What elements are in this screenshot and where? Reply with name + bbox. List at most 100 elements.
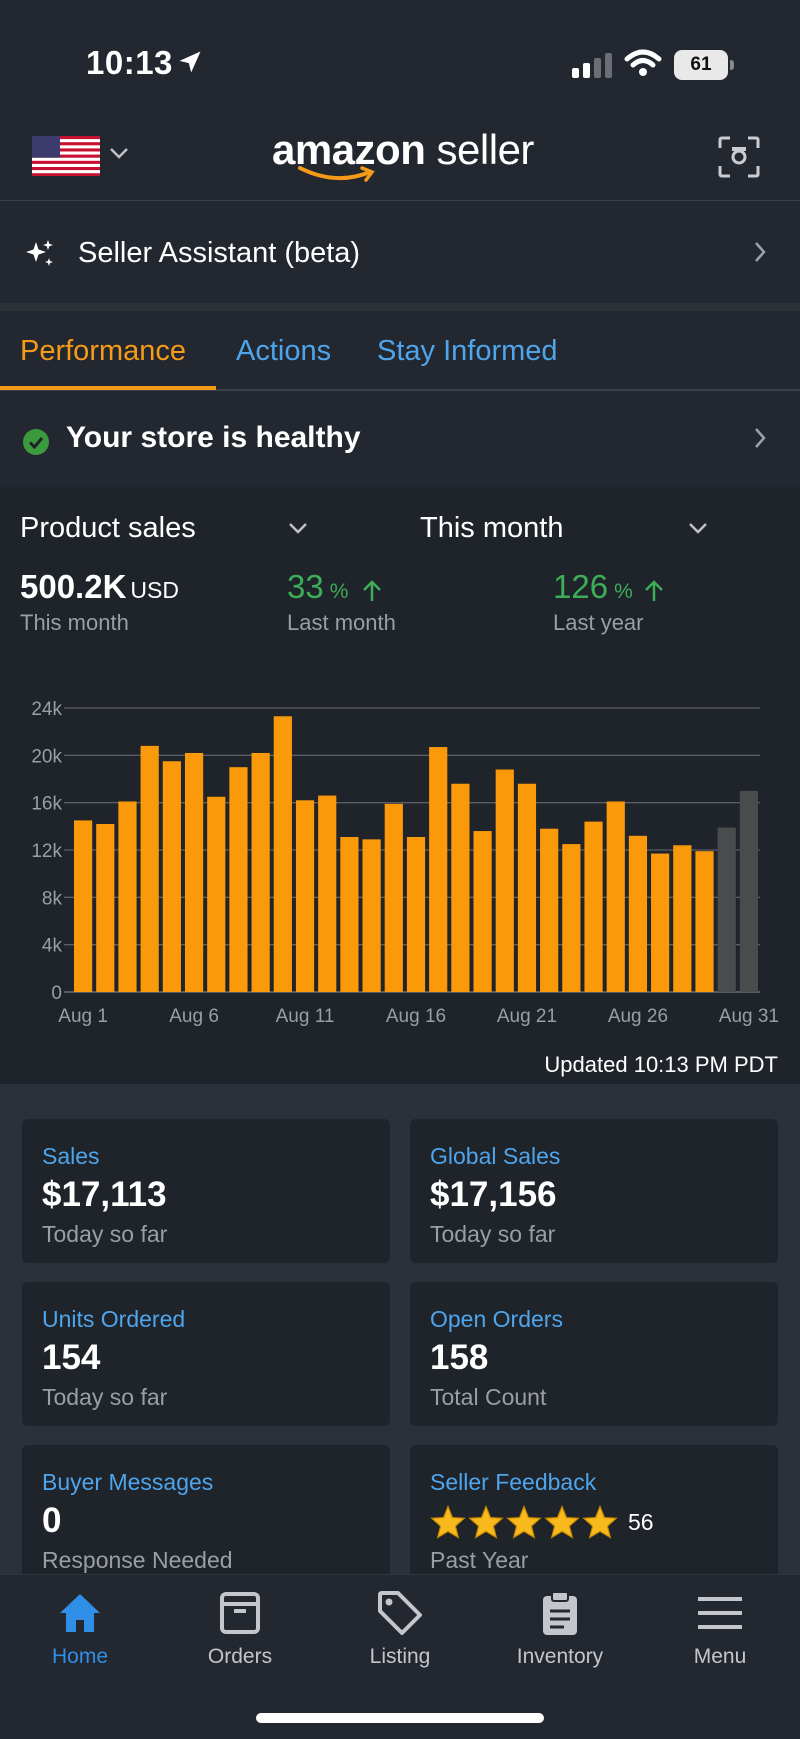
y-tick-label: 24k <box>31 699 62 720</box>
nav-home[interactable]: Home <box>0 1575 160 1685</box>
x-tick-label: Aug 6 <box>169 1006 219 1027</box>
bar <box>695 851 714 992</box>
y-tick-label: 4k <box>42 936 63 957</box>
tile-value: 154 <box>42 1338 101 1377</box>
seller-assistant-label: Seller Assistant (beta) <box>78 237 361 269</box>
nav-label: Menu <box>693 1645 747 1668</box>
clipboard-icon <box>543 1591 577 1635</box>
nav-label: Home <box>51 1645 109 1668</box>
tile-subtext: Past Year <box>430 1547 529 1573</box>
metric-dropdown[interactable]: Product sales <box>20 512 196 544</box>
star-icon <box>468 1505 504 1539</box>
bar <box>540 828 559 992</box>
logo-seller-text: seller <box>436 126 535 173</box>
x-tick-label: Aug 11 <box>276 1006 335 1027</box>
tile-subtext: Total Count <box>430 1384 547 1410</box>
sparkle-icon <box>26 240 53 266</box>
section-gap <box>0 303 800 311</box>
bar <box>118 801 137 992</box>
percent-sign: % <box>329 580 349 603</box>
chevron-down-icon[interactable] <box>108 145 130 161</box>
tab-actions[interactable]: Actions <box>236 335 332 367</box>
nav-listing[interactable]: Listing <box>320 1575 480 1685</box>
amazon-seller-logo: amazon seller <box>272 126 534 174</box>
total-sales-period: This month <box>20 610 129 635</box>
chevron-right-icon <box>755 428 766 448</box>
amazon-smile-icon <box>298 166 375 182</box>
tile-value: 0 <box>42 1501 62 1540</box>
chevron-down-icon[interactable] <box>687 520 709 536</box>
tile-subtext: Today so far <box>42 1221 168 1247</box>
seller-feedback-tile[interactable]: Seller Feedback 56 Past Year <box>410 1445 778 1589</box>
hamburger-icon <box>698 1597 742 1629</box>
arrow-up-icon <box>645 580 663 601</box>
tag-icon <box>378 1591 422 1635</box>
tile-subtext: Today so far <box>42 1384 168 1410</box>
bar <box>406 836 426 992</box>
nav-label: Orders <box>207 1645 273 1668</box>
sales-tile[interactable]: Sales $17,113 Today so far <box>22 1119 390 1263</box>
bar <box>451 783 470 992</box>
bar <box>273 716 292 992</box>
tab-performance[interactable]: Performance <box>20 335 187 367</box>
bar <box>673 845 692 992</box>
tabs-divider <box>0 389 800 391</box>
tile-subtext: Response Needed <box>42 1547 233 1573</box>
cellular-signal-icon <box>572 53 612 78</box>
bar <box>562 844 581 992</box>
y-tick-label: 0 <box>51 983 62 1004</box>
star-icon <box>544 1505 580 1539</box>
star-icon <box>582 1505 618 1539</box>
x-tick-label: Aug 1 <box>58 1006 108 1027</box>
tile-value: 158 <box>430 1338 489 1377</box>
last-year-label: Last year <box>553 610 644 635</box>
units-ordered-tile[interactable]: Units Ordered 154 Today so far <box>22 1282 390 1426</box>
bar <box>495 769 514 992</box>
bar <box>606 801 625 992</box>
bar <box>517 783 537 992</box>
chevron-down-icon[interactable] <box>287 520 309 536</box>
battery-level: 61 <box>690 54 712 75</box>
bar <box>295 800 315 992</box>
bar <box>251 752 270 992</box>
bar <box>473 831 492 992</box>
bar <box>628 835 648 992</box>
y-tick-label: 12k <box>31 841 62 862</box>
store-health-row[interactable]: Your store is healthy <box>0 391 800 487</box>
arrow-up-icon <box>363 580 381 601</box>
y-tick-label: 8k <box>42 888 63 909</box>
bottom-nav: Home Orders Listing Inventory Menu <box>0 1574 800 1739</box>
home-indicator <box>256 1713 544 1723</box>
nav-label: Inventory <box>516 1645 604 1668</box>
nav-menu[interactable]: Menu <box>640 1575 800 1685</box>
buyer-messages-tile[interactable]: Buyer Messages 0 Response Needed <box>22 1445 390 1589</box>
nav-orders[interactable]: Orders <box>160 1575 320 1685</box>
tile-label: Units Ordered <box>42 1306 186 1332</box>
bar <box>162 761 181 992</box>
last-month-change-value: 33 <box>287 568 324 605</box>
tile-value: $17,113 <box>42 1175 167 1214</box>
tile-label: Sales <box>42 1143 100 1169</box>
tile-label: Global Sales <box>430 1143 561 1169</box>
total-sales-amount: 500.2K <box>20 568 127 605</box>
bar <box>184 752 204 992</box>
bar <box>362 839 381 992</box>
open-orders-tile[interactable]: Open Orders 158 Total Count <box>410 1282 778 1426</box>
last-month-label: Last month <box>287 610 396 635</box>
bar <box>384 803 403 992</box>
star-icon <box>430 1505 466 1539</box>
nav-inventory[interactable]: Inventory <box>480 1575 640 1685</box>
app-header <box>0 0 800 200</box>
us-flag-icon[interactable] <box>32 136 100 176</box>
seller-assistant-row[interactable]: Seller Assistant (beta) <box>0 201 800 303</box>
x-tick-label: Aug 16 <box>386 1006 446 1027</box>
tile-subtext: Today so far <box>430 1221 556 1247</box>
nav-label: Listing <box>369 1645 431 1668</box>
tab-stay-informed[interactable]: Stay Informed <box>377 335 558 367</box>
bar <box>717 827 736 992</box>
camera-scan-icon[interactable] <box>718 136 760 178</box>
location-arrow-icon <box>179 51 201 73</box>
period-dropdown[interactable]: This month <box>420 512 564 544</box>
global-sales-tile[interactable]: Global Sales $17,156 Today so far <box>410 1119 778 1263</box>
x-tick-label: Aug 26 <box>608 1006 668 1027</box>
